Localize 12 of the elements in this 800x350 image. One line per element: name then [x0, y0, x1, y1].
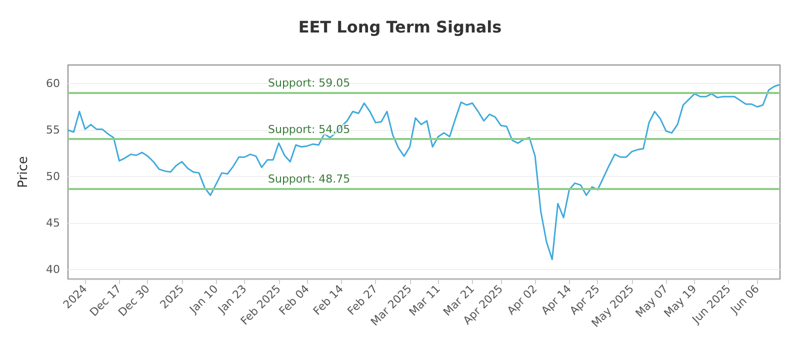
y-tick-label: 40 — [46, 263, 60, 276]
ref-line-label: Support: 59.05 — [268, 76, 350, 90]
y-tick-label: 60 — [46, 77, 60, 90]
chart-title: EET Long Term Signals — [298, 18, 502, 36]
ref-line-label: Support: 48.75 — [268, 172, 350, 186]
x-tick-label: Apr 02 — [504, 282, 540, 318]
y-axis-title: Price — [16, 156, 31, 188]
y-tick-label: 45 — [46, 216, 60, 230]
ref-line-label: Support: 54.05 — [268, 122, 350, 136]
x-tick-label: Feb 14 — [310, 282, 346, 318]
y-tick-label: 50 — [46, 170, 60, 184]
y-tick-label: 55 — [46, 124, 60, 137]
